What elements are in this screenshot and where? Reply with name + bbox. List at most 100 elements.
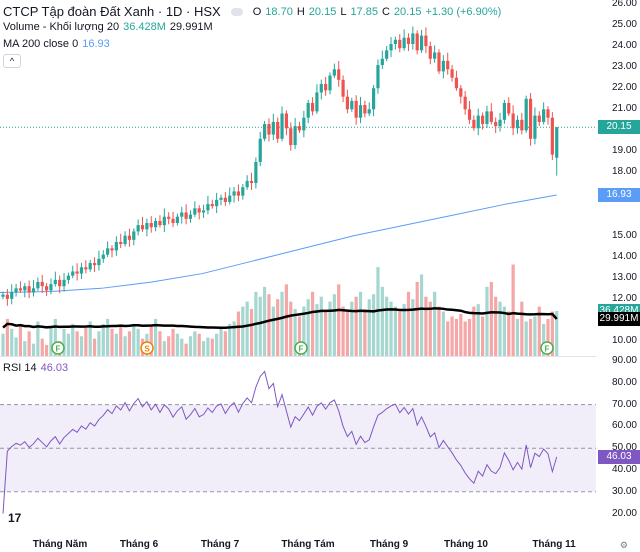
candle-body (411, 33, 415, 45)
volume-bar (14, 337, 18, 356)
candle-body (184, 212, 188, 219)
candle-body (167, 216, 171, 219)
low-label: L (340, 5, 347, 18)
candle-body (84, 267, 88, 270)
candle-body (358, 105, 363, 118)
volume-bar (31, 343, 36, 356)
volume-bar (40, 338, 44, 356)
candle-body (520, 119, 524, 131)
volume-value: 36.428M (123, 21, 166, 33)
time-axis-label: Tháng 6 (119, 539, 159, 550)
volume-bar (184, 343, 188, 356)
volume-ma-value: 29.991M (169, 21, 213, 33)
event-marker-label: F (545, 345, 550, 354)
volume-bar (62, 328, 66, 356)
volume-bar (424, 296, 428, 356)
rsi-axis-label: 20.00 (611, 507, 637, 519)
candle-body (210, 204, 214, 207)
ma-value: 16.93 (82, 38, 110, 50)
tradingview-logo-icon: 17 (8, 511, 22, 525)
time-axis-label: Tháng 10 (444, 539, 488, 550)
volume-bar (450, 316, 454, 356)
volume-bar (411, 299, 415, 356)
candle-body (171, 218, 175, 224)
candle-body (385, 50, 389, 59)
candle-body (31, 288, 36, 293)
candle-body (236, 191, 241, 196)
change-value: +1.30 (+6.90%) (425, 5, 502, 18)
volume-bar (524, 321, 528, 356)
volume-bar (528, 318, 533, 356)
candle-body (145, 223, 149, 230)
volume-bar (123, 336, 127, 356)
volume-bar (315, 304, 319, 356)
volume-bar (389, 301, 393, 356)
chevron-up-icon[interactable]: ^ (3, 54, 21, 68)
candle-body (276, 121, 280, 139)
candle-body (140, 225, 145, 230)
volume-bar (154, 318, 158, 356)
candle-body (550, 117, 554, 155)
candle-body (450, 69, 454, 78)
candle-body (106, 248, 110, 255)
volume-bar (136, 328, 140, 356)
event-marker-icon (294, 341, 308, 355)
candle-body (49, 284, 53, 291)
rsi-value: 46.03 (40, 362, 69, 374)
candle-body (476, 115, 480, 129)
price-axis-label: 13.00 (611, 271, 637, 283)
time-axis-label: Tháng 7 (200, 539, 240, 550)
candle-body (175, 216, 179, 224)
volume-bar (162, 341, 166, 356)
candle-body (555, 127, 559, 158)
candle-body (14, 288, 18, 293)
volume-bar (489, 281, 493, 356)
volume-bar (276, 299, 280, 356)
volume-bar (454, 318, 459, 356)
volume-bar (324, 311, 328, 356)
volume-bar (197, 333, 201, 356)
volume-bar (398, 311, 402, 356)
candle-body (193, 208, 197, 215)
volume-bar (97, 331, 101, 356)
rsi-axis-label: 50.00 (611, 442, 637, 454)
volume-bar (550, 311, 554, 356)
candle-body (481, 115, 485, 125)
candle-body (5, 294, 9, 299)
event-marker-label: S (144, 345, 150, 354)
price-axis-label: 19.00 (611, 145, 637, 157)
candle-body (97, 258, 101, 266)
volume-bar (228, 323, 232, 356)
ma200-line (0, 194, 557, 294)
settings-gear-icon[interactable]: ⚙ (619, 540, 628, 550)
candle-body (180, 212, 184, 217)
volume-bar (215, 333, 219, 356)
candle-body (101, 254, 105, 259)
candle-body (380, 58, 384, 66)
volume-bar (459, 313, 463, 356)
candle-body (524, 98, 528, 131)
volume-bar (297, 316, 302, 356)
volume-bar (350, 301, 354, 356)
candle-body (215, 199, 219, 207)
volume-bar (446, 321, 450, 356)
candle-body (446, 60, 450, 70)
volume-bar (5, 318, 9, 356)
time-axis-label: Tháng 9 (369, 539, 409, 550)
candle-body (345, 96, 350, 110)
volume-bar (36, 321, 40, 356)
candle-body (289, 128, 293, 146)
candle-body (433, 52, 437, 59)
status-dot-icon (230, 7, 243, 16)
volume-bar (106, 318, 110, 356)
volume-bar (79, 336, 84, 356)
price-axis-label: 18.00 (611, 166, 637, 178)
volume-bar (201, 341, 206, 356)
volume-bar (332, 294, 336, 356)
volume-bar (280, 291, 284, 356)
high-label: H (296, 5, 305, 18)
candle-body (271, 121, 275, 135)
volume-bar (180, 338, 184, 356)
volume-bar (119, 326, 123, 356)
